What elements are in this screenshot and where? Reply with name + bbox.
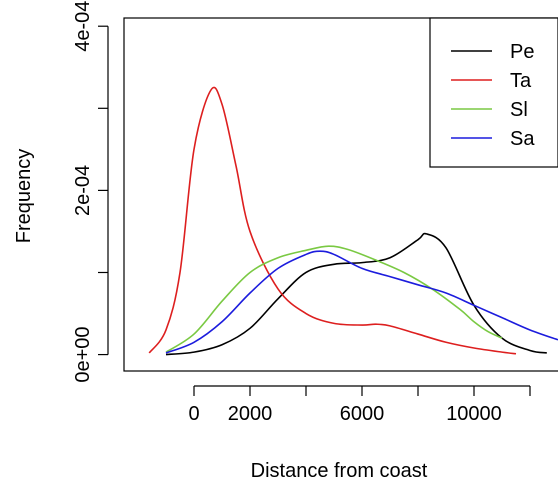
x-tick-label: 0 xyxy=(188,403,199,425)
x-axis: 0 2000 6000 10000 xyxy=(188,385,531,425)
plot-border xyxy=(123,17,558,372)
legend-label-sa: Sa xyxy=(510,128,535,150)
x-tick-label: 6000 xyxy=(340,403,385,425)
series-line-ta xyxy=(148,86,517,355)
x-tick-label: 10000 xyxy=(446,403,502,425)
legend: Pe Ta Sl Sa xyxy=(429,17,558,168)
x-tick-label: 2000 xyxy=(228,403,273,425)
x-axis-title: Distance from coast xyxy=(251,460,428,482)
series-layer xyxy=(148,86,558,356)
legend-box xyxy=(429,17,558,168)
series-line-sl xyxy=(165,245,503,353)
y-tick-label: 4e-04 xyxy=(72,1,94,52)
legend-label-pe: Pe xyxy=(510,41,534,63)
plot-frame xyxy=(123,17,558,372)
series-line-sa xyxy=(165,250,558,354)
legend-label-ta: Ta xyxy=(510,70,532,92)
y-axis: 0e+00 2e-04 4e-04 xyxy=(72,1,109,383)
y-axis-title: Frequency xyxy=(13,149,35,244)
y-tick-label: 2e-04 xyxy=(72,165,94,216)
legend-label-sl: Sl xyxy=(510,99,528,121)
y-tick-label: 0e+00 xyxy=(72,326,94,382)
